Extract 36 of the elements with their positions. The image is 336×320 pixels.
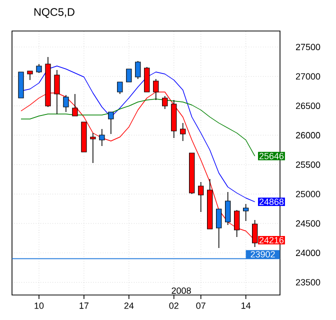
candlestick [108, 112, 114, 134]
y-tick-label: 25000 [296, 190, 320, 198]
candlestick [63, 94, 69, 112]
x-tick-label: 10 [34, 302, 44, 309]
candlestick [90, 132, 96, 164]
candlestick [180, 122, 186, 142]
data-label: 24868 [259, 198, 284, 206]
candlestick [27, 70, 33, 80]
x-tick-label: 07 [196, 302, 206, 309]
y-tick-label: 25500 [296, 161, 320, 168]
y-tick-label: 24000 [296, 250, 320, 256]
y-tick-label: 27500 [296, 44, 320, 50]
y-tick-label: 23500 [296, 279, 320, 286]
candlestick [198, 182, 204, 212]
candlestick [126, 68, 132, 82]
ref-line-label: 23902 [250, 251, 275, 258]
candlestick [234, 210, 240, 238]
annotation: 2008 [172, 287, 191, 294]
y-tick-label: 26000 [296, 132, 320, 138]
x-tick-label: 24 [124, 302, 134, 309]
data-label: 25646 [259, 152, 284, 160]
y-tick-label: 24500 [296, 220, 320, 227]
data-label: 24216 [259, 236, 284, 244]
candlestick [117, 82, 123, 94]
y-tick-label: 27000 [296, 73, 320, 80]
candlestick [162, 96, 168, 110]
x-tick-label: 17 [80, 302, 88, 309]
x-tick-label: 02 [169, 302, 178, 309]
candlestick [135, 60, 141, 80]
candlestick [216, 208, 222, 248]
y-tick-label: 26500 [296, 102, 320, 109]
chart-title: NQC5,D [34, 8, 74, 18]
candlestick [225, 192, 231, 226]
x-tick-label: 14 [242, 302, 251, 309]
candlestick [99, 128, 105, 146]
candlestick [243, 204, 249, 222]
